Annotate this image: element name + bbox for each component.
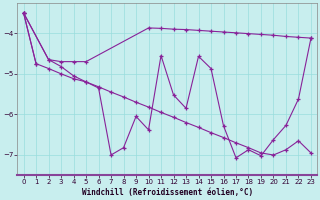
X-axis label: Windchill (Refroidissement éolien,°C): Windchill (Refroidissement éolien,°C)	[82, 188, 253, 197]
